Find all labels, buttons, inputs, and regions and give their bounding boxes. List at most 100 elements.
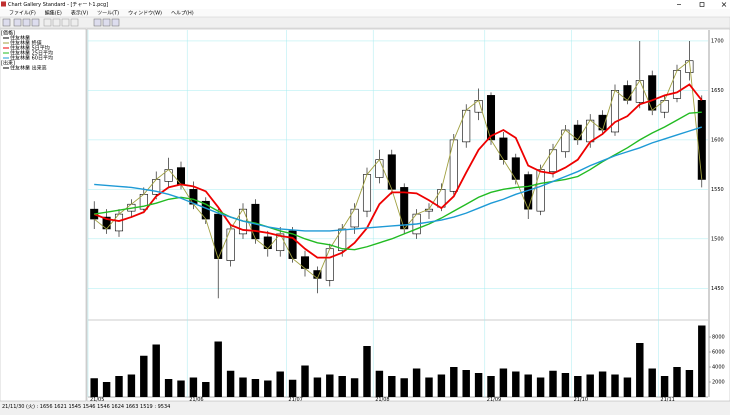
tool-button[interactable] (22, 18, 31, 27)
volume-bar (313, 377, 322, 397)
status-text: 21/11/30 (火) : 1656 1621 1545 1546 1546 … (2, 404, 170, 410)
volume-bar (536, 377, 545, 397)
legend-text: [価格] (1, 30, 15, 37)
tool-button[interactable] (102, 18, 111, 27)
volume-bar (189, 377, 198, 397)
menu-bar: ファイル(F) 編集(E) 表示(V) ツール(T) ウィンドウ(W) ヘルプ(H) (0, 9, 730, 17)
volume-bar (598, 371, 607, 397)
volume-bar (474, 373, 483, 397)
volume-bar (226, 370, 235, 397)
tool-button[interactable] (52, 18, 61, 27)
legend-text: 住友林業 5日平均 (10, 45, 50, 52)
tool-button[interactable] (61, 18, 70, 27)
volume-bar (648, 368, 656, 397)
volume-bar (660, 376, 669, 397)
volume-bar (288, 379, 297, 397)
toolbar-icons (2, 18, 120, 27)
volume-bar (326, 374, 334, 397)
maximize-button[interactable] (699, 2, 705, 7)
status-bar (0, 402, 730, 411)
moving-average-line (94, 126, 703, 232)
candle-body (536, 169, 545, 212)
candle-body (548, 149, 558, 172)
legend-text: 住友林業 25日平均 (10, 50, 53, 57)
menu-item[interactable]: 編集(E) (45, 10, 62, 17)
candle-body (226, 228, 235, 261)
x-tick-label: 21/07 (288, 397, 302, 403)
legend-panel (0, 28, 87, 402)
volume-bar (177, 380, 185, 397)
volume-bar (202, 382, 210, 397)
candle-body (672, 70, 682, 99)
tool-button[interactable] (31, 18, 40, 27)
volume-bar (90, 378, 98, 397)
volume-bar (400, 378, 408, 397)
volume-bar (524, 374, 532, 397)
candle-body (586, 119, 595, 143)
volume-bar (499, 368, 508, 397)
volume-bar (164, 379, 173, 397)
menu-item[interactable]: ウィンドウ(W) (128, 10, 162, 17)
y-tick-label: 1650 (711, 88, 724, 94)
legend-text: 住友林業 終値 (10, 40, 42, 47)
y-tick-label: 1500 (711, 236, 724, 242)
volume-bar (276, 371, 284, 397)
volume-bar (623, 377, 632, 397)
volume-bar (127, 374, 136, 397)
app-icon (1, 1, 6, 7)
volume-bar (239, 377, 247, 397)
volume-bar (388, 376, 396, 397)
candle-body (499, 137, 508, 160)
volume-bar (512, 371, 520, 397)
legend-text: [出来] (1, 60, 15, 67)
volume-bar (636, 343, 644, 397)
plot: 1450 1500 1550 1600 1650 1700 2000 4000 6000 8000… (87, 30, 725, 403)
y-tick-label: 1450 (711, 286, 724, 292)
tool-button[interactable] (2, 18, 11, 27)
candle-body (511, 157, 520, 180)
volume-tick-label: 6000 (712, 350, 725, 356)
candle-body (400, 187, 409, 230)
tool-button[interactable] (13, 18, 22, 27)
volume-tick-label: 8000 (712, 335, 725, 341)
legend-text: 住友林業 出来高 (10, 65, 47, 72)
window-title: Chart Gallery Standard - [チャート1.pcg] (8, 2, 108, 8)
close-button[interactable] (721, 2, 727, 7)
menu-item[interactable]: ツール(T) (97, 11, 119, 17)
menu-item[interactable]: ファイル(F) (9, 11, 36, 17)
volume-bar (350, 378, 359, 397)
tool-button[interactable] (111, 18, 120, 27)
tool-button[interactable] (43, 18, 52, 27)
volume-tick-label: 4000 (712, 365, 725, 371)
x-tick-label: 21/10 (574, 397, 588, 403)
volume-bar (611, 374, 619, 397)
volume-bar (214, 341, 222, 397)
candle-body (325, 248, 334, 281)
moving-average-line (94, 111, 702, 251)
y-tick-label: 1550 (711, 187, 724, 193)
volume-bar (152, 344, 160, 397)
volume-bar (586, 374, 594, 397)
x-tick-label: 21/06 (189, 397, 203, 403)
y-tick-label: 1600 (711, 137, 724, 143)
tool-button[interactable] (93, 18, 102, 27)
volume-bar (115, 376, 123, 397)
volume-bar (301, 365, 309, 397)
toolbar (0, 16, 730, 29)
candle-body (362, 174, 372, 212)
menu-item[interactable]: 表示(V) (71, 10, 88, 17)
volume-bar (561, 373, 570, 397)
volume-bar (412, 368, 421, 397)
menu-item[interactable]: ヘルプ(H) (171, 11, 194, 17)
volume-bar (363, 346, 371, 397)
volume-bar (698, 325, 706, 397)
legend-text: 住友林業 (10, 35, 30, 42)
tool-button[interactable] (70, 18, 79, 27)
volume-bar (574, 376, 582, 397)
legend-text: 住友林業 60日平均 (10, 55, 53, 62)
candle-body (635, 80, 644, 103)
candle-body (462, 109, 471, 143)
close-line (93, 59, 703, 280)
volume-bar (685, 370, 694, 397)
